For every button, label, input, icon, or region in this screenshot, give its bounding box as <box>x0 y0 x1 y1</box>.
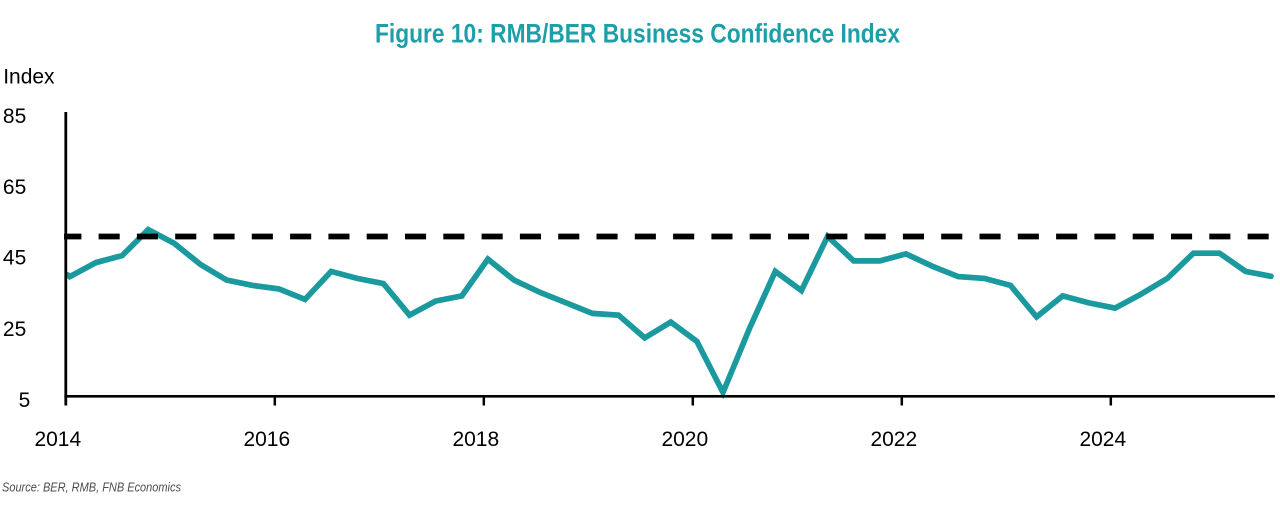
svg-text:2024: 2024 <box>1079 428 1126 451</box>
svg-text:Figure 10: RMB/BER Business Co: Figure 10: RMB/BER Business Confidence I… <box>375 18 900 48</box>
svg-text:85: 85 <box>3 105 26 128</box>
svg-text:2018: 2018 <box>452 428 499 451</box>
svg-text:25: 25 <box>3 318 26 341</box>
svg-text:5: 5 <box>19 389 31 412</box>
svg-text:2016: 2016 <box>243 428 290 451</box>
svg-text:Index: Index <box>3 66 55 89</box>
svg-text:2014: 2014 <box>34 428 81 451</box>
svg-text:Source: BER, RMB, FNB Economic: Source: BER, RMB, FNB Economics <box>2 479 181 494</box>
svg-text:2022: 2022 <box>870 428 917 451</box>
svg-text:2020: 2020 <box>661 428 708 451</box>
svg-text:65: 65 <box>3 176 26 199</box>
svg-text:45: 45 <box>3 247 26 270</box>
